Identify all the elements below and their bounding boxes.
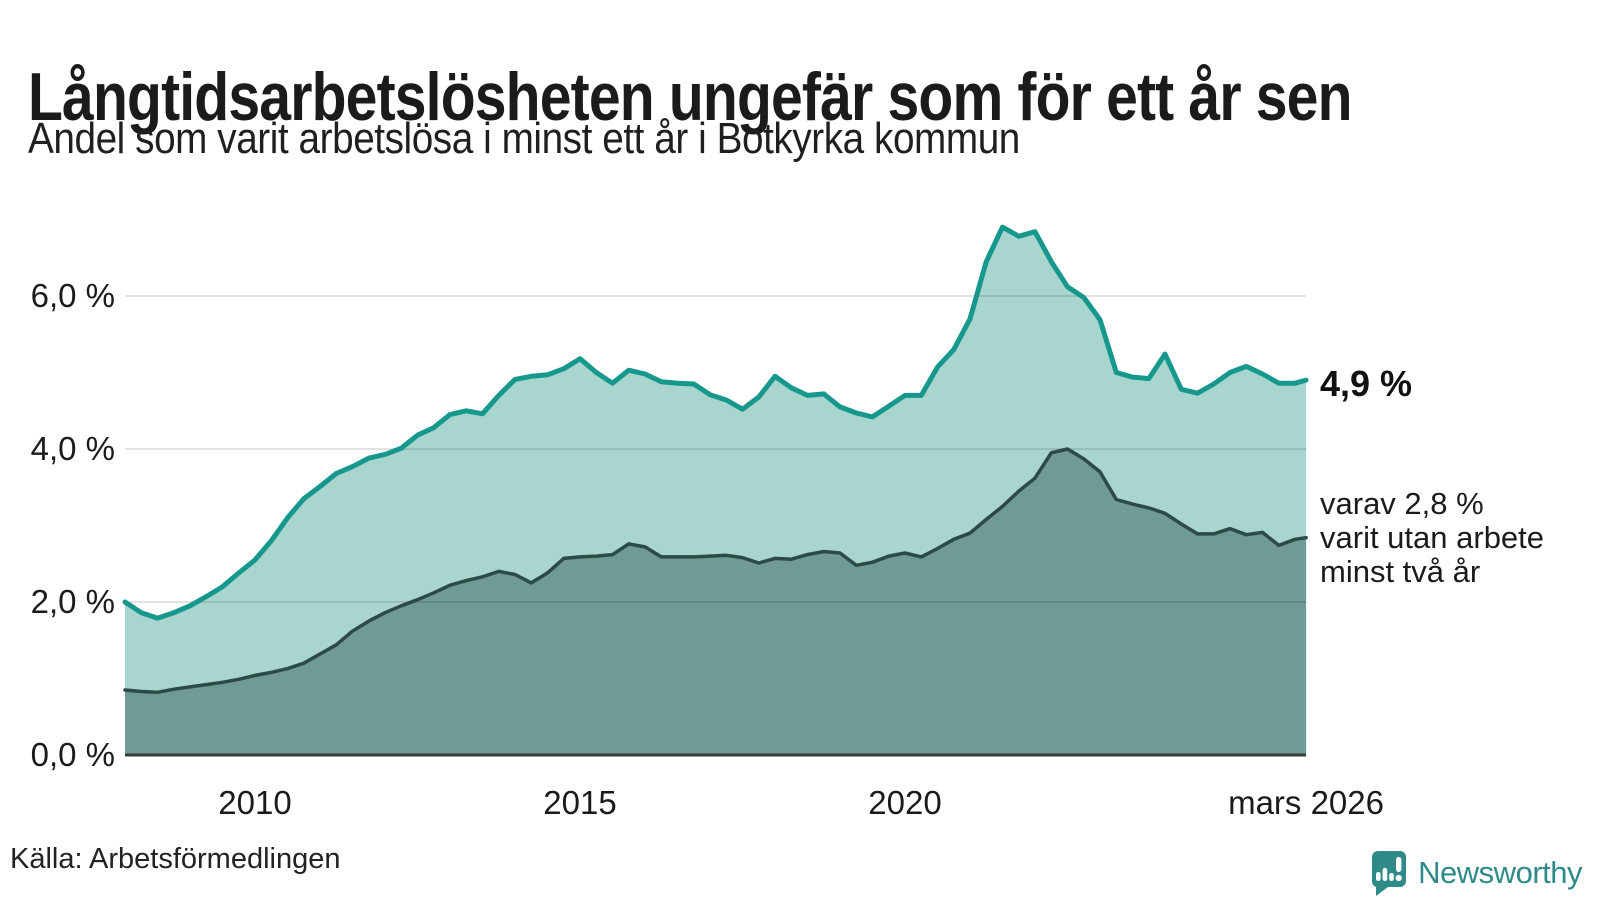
source-attribution: Källa: Arbetsförmedlingen	[10, 843, 341, 875]
end-note-line-3: minst två år	[1320, 554, 1481, 589]
x-axis-tick-label: 2015	[543, 784, 617, 821]
y-axis-tick-label: 0,0 %	[30, 736, 115, 773]
upper-series-end-value-label: 4,9 %	[1320, 363, 1413, 404]
x-axis-tick-label: mars 2026	[1228, 784, 1384, 821]
end-note-line-2: varit utan arbete	[1320, 520, 1545, 555]
lower-series-end-note: varav 2,8 % varit utan arbete minst två …	[1320, 487, 1544, 589]
page-title: Långtidsarbetslösheten ungefär som för e…	[28, 58, 1352, 135]
lower-series-area	[125, 449, 1307, 755]
y-axis-tick-label: 6,0 %	[30, 277, 115, 314]
y-axis-tick-label: 2,0 %	[30, 583, 115, 620]
upper-series-line	[122, 224, 1309, 621]
x-axis-tick-label: 2020	[868, 784, 942, 821]
newsworthy-wordmark: Newsworthy	[1418, 855, 1582, 890]
newsworthy-speech-bubble-chart-icon	[1368, 849, 1408, 897]
page-subtitle: Andel som varit arbetslösa i minst ett å…	[28, 114, 1020, 163]
end-note-line-1: varav 2,8 %	[1320, 486, 1484, 521]
lower-series-line	[123, 447, 1308, 695]
y-axis-tick-label: 4,0 %	[30, 430, 115, 467]
newsworthy-logo: Newsworthy	[1368, 849, 1582, 897]
x-axis-tick-label: 2010	[218, 784, 292, 821]
